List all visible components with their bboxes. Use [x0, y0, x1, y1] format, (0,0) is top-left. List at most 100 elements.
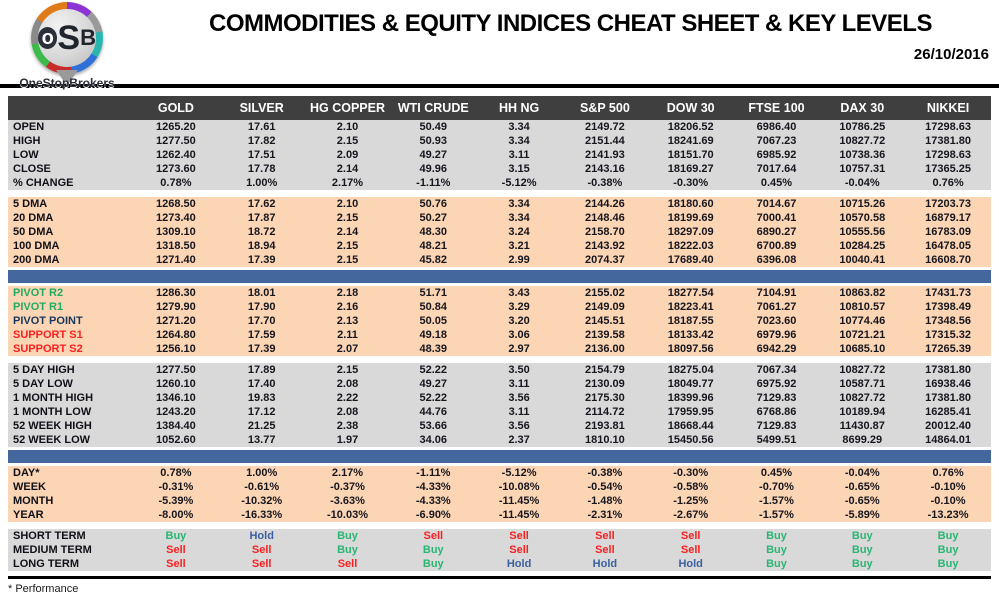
column-header-row: GOLD SILVER HG COPPER WTI CRUDE HH NG S&P 500…: [8, 96, 991, 120]
value-cell: 18223.41: [667, 301, 714, 313]
row-label: 52 WEEK LOW: [13, 434, 91, 446]
value-cell: 10284.25: [839, 240, 886, 252]
value-cell: 3.29: [508, 301, 530, 313]
value-cell: 2.15: [336, 212, 359, 224]
value-cell: -10.03%: [327, 509, 368, 521]
value-cell: 2.38: [336, 420, 359, 432]
value-cell: 16879.17: [925, 212, 972, 224]
value-cell: -5.12%: [501, 467, 537, 479]
value-cell: 10570.58: [839, 212, 886, 224]
table-row-pivot-point: PIVOT POINT 1271.20 17.70 2.13 50.05 3.20 2145…: [8, 314, 991, 328]
row-label: 20 DMA: [13, 212, 54, 224]
value-cell: 17381.80: [925, 392, 972, 404]
signal-cell: Sell: [680, 530, 701, 542]
column-header: HG COPPER: [309, 101, 385, 115]
value-cell: 1384.40: [156, 420, 196, 432]
column-header: NIKKEI: [926, 101, 970, 115]
value-cell: 7014.67: [756, 198, 797, 210]
value-cell: -13.23%: [927, 509, 969, 521]
value-cell: -0.70%: [759, 481, 794, 493]
value-cell: 2.07: [336, 343, 359, 355]
value-cell: 3.56: [508, 420, 530, 432]
value-cell: 1309.10: [156, 226, 196, 238]
value-cell: 10189.94: [839, 406, 886, 418]
value-cell: 17.12: [247, 406, 276, 418]
value-cell: 1265.20: [156, 121, 196, 133]
value-cell: 6700.89: [756, 240, 797, 252]
table-row-support-s2: SUPPORT S2 1256.10 17.39 2.07 48.39 2.97 2136.…: [8, 342, 991, 356]
value-cell: 17315.32: [925, 329, 972, 341]
performance-footnote: * Performance: [8, 583, 79, 595]
value-cell: 18297.09: [667, 226, 714, 238]
table-row-close: CLOSE 1273.60 17.78 2.14 49.96 3.15 2143.16 181…: [8, 162, 991, 176]
signal-cell: Buy: [937, 558, 959, 570]
value-cell: 18277.54: [667, 287, 714, 299]
value-cell: 17.39: [247, 343, 276, 355]
table-row-52-week-high: 52 WEEK HIGH 1384.40 21.25 2.38 53.66 3.56 219…: [8, 419, 991, 433]
signal-cell: Buy: [422, 558, 444, 570]
signal-cell: Buy: [937, 530, 959, 542]
table-row--change: % CHANGE 0.78% 1.00% 2.17% -1.11% -5.12% -0.38…: [8, 176, 991, 190]
value-cell: -0.65%: [844, 495, 880, 507]
value-cell: 1279.90: [156, 301, 196, 313]
value-cell: 2074.37: [585, 254, 625, 266]
value-cell: -8.00%: [158, 509, 194, 521]
value-cell: 6985.92: [756, 149, 797, 161]
signal-cell: Sell: [509, 544, 529, 556]
value-cell: -0.58%: [673, 481, 709, 493]
value-cell: 18180.60: [667, 198, 714, 210]
column-header: HH NG: [498, 101, 540, 115]
section-gap: [8, 356, 991, 363]
value-cell: 2.09: [336, 149, 359, 161]
value-cell: 17298.63: [925, 149, 972, 161]
value-cell: -0.30%: [673, 467, 709, 479]
page-footer: * Performance: [8, 576, 991, 595]
row-label: CLOSE: [13, 163, 51, 175]
value-cell: 50.76: [419, 198, 448, 210]
value-cell: 1243.20: [156, 406, 196, 418]
table-row-5-day-low: 5 DAY LOW 1260.10 17.40 2.08 49.27 3.11 2130.0…: [8, 377, 991, 391]
value-cell: 7023.60: [756, 315, 797, 327]
value-cell: 7061.27: [756, 301, 797, 313]
value-cell: 3.50: [508, 364, 530, 376]
table-row-month: MONTH -5.39% -10.32% -3.63% -4.33% -11.45% -1.…: [8, 494, 991, 508]
row-label: % CHANGE: [13, 177, 74, 189]
table-row-50-dma: 50 DMA 1309.10 18.72 2.14 48.30 3.24 2158.70 18…: [8, 225, 991, 239]
title-block: COMMODITIES & EQUITY INDICES CHEAT SHEET…: [150, 10, 991, 63]
signal-cell: Sell: [680, 544, 701, 556]
value-cell: 7104.91: [756, 287, 797, 299]
signal-cell: Sell: [423, 530, 444, 542]
table-row-5-day-high: 5 DAY HIGH 1277.50 17.89 2.15 52.22 3.50 2154.…: [8, 363, 991, 377]
signal-cell: Sell: [595, 544, 615, 556]
value-cell: -0.04%: [844, 467, 880, 479]
value-cell: 1318.50: [156, 240, 196, 252]
value-cell: -0.04%: [844, 177, 880, 189]
value-cell: 1277.50: [156, 135, 196, 147]
table-row-low: LOW 1262.40 17.51 2.09 49.27 3.11 2141.93 18151…: [8, 148, 991, 162]
value-cell: 10810.57: [839, 301, 886, 313]
value-cell: 2149.09: [585, 301, 625, 313]
table-row-100-dma: 100 DMA 1318.50 18.94 2.15 48.21 3.21 2143.92 1…: [8, 239, 991, 253]
value-cell: 3.21: [508, 240, 530, 252]
value-cell: 49.96: [419, 163, 448, 175]
value-cell: 52.22: [419, 364, 448, 376]
value-cell: 17959.95: [667, 406, 714, 418]
value-cell: 17431.73: [925, 287, 972, 299]
value-cell: 1.00%: [246, 177, 278, 189]
value-cell: 10738.36: [839, 149, 886, 161]
table-row-pivot-r1: PIVOT R1 1279.90 17.90 2.16 50.84 3.29 2149.09…: [8, 300, 991, 314]
value-cell: 2158.70: [585, 226, 625, 238]
row-label: PIVOT R2: [13, 287, 64, 299]
value-cell: 18241.69: [667, 135, 714, 147]
value-cell: -4.33%: [415, 481, 451, 493]
row-label: LOW: [13, 149, 39, 161]
row-label: 200 DMA: [13, 254, 60, 266]
row-label: HIGH: [13, 135, 41, 147]
value-cell: 18668.44: [667, 420, 714, 432]
value-cell: 10827.72: [839, 364, 886, 376]
value-cell: -2.67%: [673, 509, 709, 521]
value-cell: 17265.39: [925, 343, 972, 355]
value-cell: 49.27: [419, 378, 448, 390]
section-separator-bar: [8, 270, 991, 283]
value-cell: -1.57%: [759, 509, 794, 521]
